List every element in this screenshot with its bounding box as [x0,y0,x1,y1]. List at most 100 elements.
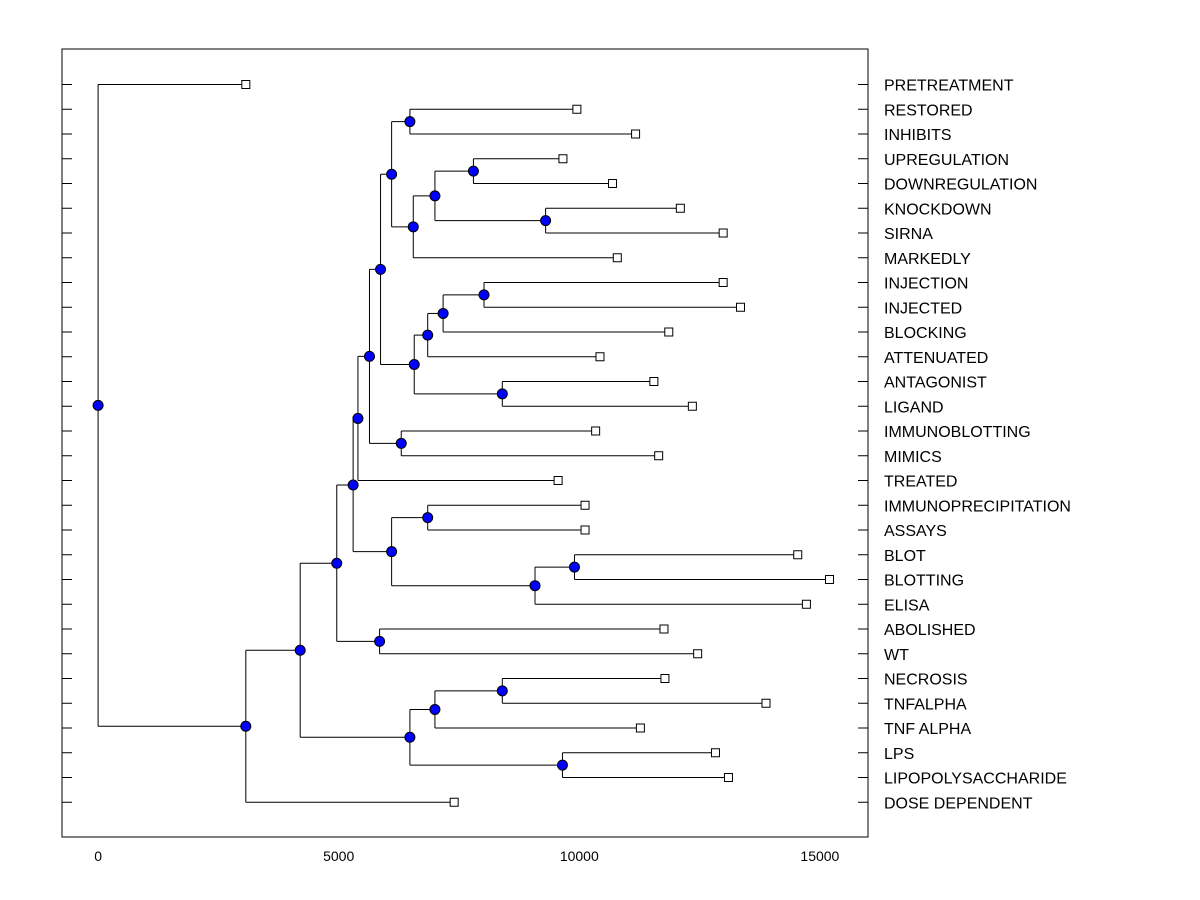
merge-node [496,685,508,697]
merge-node [422,329,434,341]
leaf-markers [241,80,835,807]
merge-node [496,388,508,400]
merge-node [240,720,252,732]
merge-node [422,512,434,524]
leaf-marker [558,154,568,164]
x-tick-label: 10000 [560,848,599,864]
merge-node [408,358,420,370]
merge-node [407,221,419,233]
x-tick-label: 5000 [323,848,354,864]
leaf-marker [591,426,601,436]
leaf-label: LIPOPOLYSACCHARIDE [884,771,1067,788]
leaf-marker [580,525,590,535]
merge-node [386,546,398,558]
leaf-marker [660,674,670,683]
merge-node [437,307,449,319]
leaf-marker [635,723,645,733]
merge-node [404,116,416,128]
leaf-label: ATTENUATED [884,350,988,367]
leaf-label: MIMICS [884,449,942,466]
leaf-marker [675,203,685,213]
leaf-marker [649,377,659,386]
merge-node [374,635,386,647]
leaf-label: BLOT [884,548,926,565]
leaf-label: SIRNA [884,226,933,243]
merge-node [429,190,441,202]
axis-ticks [62,84,868,803]
leaf-label: ANTAGONIST [884,375,987,392]
merge-node [404,731,416,743]
merge-node [395,437,407,449]
leaf-marker [718,228,728,238]
leaf-label: TREATED [884,474,957,491]
leaf-label: WT [884,647,909,664]
leaf-label: LPS [884,746,914,763]
merge-node [375,263,387,275]
leaf-label: UPREGULATION [884,152,1009,169]
leaf-marker [664,327,674,337]
leaf-marker [654,451,664,461]
leaf-marker [631,129,641,139]
leaf-marker [659,624,669,634]
merge-node [352,412,364,424]
leaf-marker [761,698,771,708]
leaf-label: MARKEDLY [884,251,971,268]
plot-frame [61,48,869,838]
leaf-marker [693,649,703,659]
merge-node [331,557,343,569]
leaf-label: DOSE DEPENDENT [884,795,1033,812]
leaf-marker [718,278,728,287]
leaf-label: PRETREATMENT [884,78,1014,95]
leaf-label: INHIBITS [884,127,952,144]
leaf-label: BLOTTING [884,573,964,590]
x-tick-label: 0 [94,848,102,864]
leaf-label: LIGAND [884,399,944,416]
leaf-marker [595,352,605,362]
merge-node [429,703,441,715]
leaf-marker [801,599,811,609]
leaf-label: TNFALPHA [884,696,967,713]
merge-node [556,759,568,771]
leaf-label: INJECTED [884,300,962,317]
merge-node [347,479,359,491]
merge-node [92,399,104,411]
leaf-marker [449,797,459,807]
merge-node [467,165,479,177]
leaf-labels: PRETREATMENT RESTORED INHIBITS UPREGULATION… [884,78,1071,813]
leaf-marker [607,179,617,188]
merge-nodes [92,116,580,771]
leaf-label: DOWNREGULATION [884,177,1037,194]
leaf-label: IMMUNOPRECIPITATION [884,498,1071,515]
leaf-marker [580,500,590,510]
leaf-marker [793,550,803,560]
merge-node [529,580,541,592]
merge-node [386,168,398,180]
merge-node [363,350,375,362]
leaf-marker [612,253,622,263]
leaf-marker [710,748,720,758]
merge-node [540,215,552,227]
merge-node [568,561,580,573]
leaf-label: INJECTION [884,276,968,293]
leaf-marker [241,80,251,89]
leaf-marker [572,104,582,114]
leaf-label: ABOLISHED [884,622,976,639]
merge-node [478,289,490,301]
x-tick-label: 15000 [800,848,839,864]
x-axis-tick-labels: 0 5000 10000 15000 [94,848,839,864]
leaf-label: BLOCKING [884,325,967,342]
leaf-label: KNOCKDOWN [884,201,992,218]
leaf-label: ELISA [884,597,930,614]
leaf-label: RESTORED [884,102,973,119]
leaf-label: ASSAYS [884,523,947,540]
leaf-marker [553,476,563,485]
leaf-marker [735,302,745,312]
leaf-marker [825,575,835,584]
leaf-marker [687,401,697,411]
leaf-marker [723,773,733,782]
leaf-label: TNF ALPHA [884,721,971,738]
merge-node [294,644,306,656]
leaf-label: IMMUNOBLOTTING [884,424,1031,441]
leaf-label: NECROSIS [884,672,968,689]
